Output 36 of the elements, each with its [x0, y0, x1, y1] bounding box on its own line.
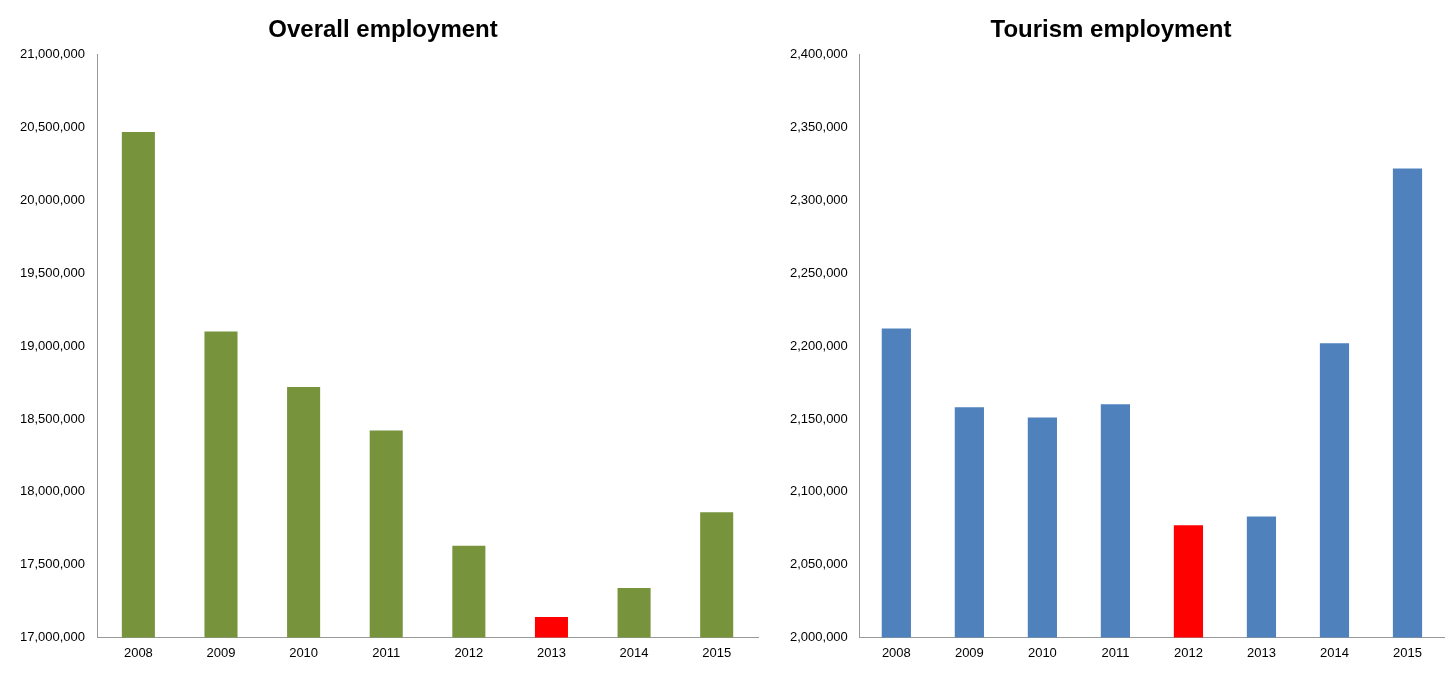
y-tick-label: 17,000,000: [19, 628, 86, 644]
chart-title: Tourism employment: [990, 15, 1232, 43]
y-tick-label: 18,000,000: [19, 483, 86, 499]
x-tick-label: 2015: [702, 644, 732, 660]
x-tick-label: 2013: [1246, 644, 1276, 660]
x-tick-label: 2008: [123, 644, 153, 660]
y-tick-label: 2,150,000: [789, 410, 848, 426]
x-tick-label: 2010: [289, 644, 319, 660]
y-tick-label: 20,500,000: [19, 119, 86, 135]
y-tick-label: 21,000,000: [19, 46, 86, 62]
y-tick-label: 2,200,000: [789, 337, 848, 353]
x-tick-label: 2011: [372, 644, 401, 660]
x-tick-label: 2013: [537, 644, 566, 660]
x-tick-label: 2011: [1101, 644, 1130, 660]
x-tick-label: 2014: [1320, 644, 1349, 660]
y-tick-label: 2,350,000: [789, 119, 848, 135]
y-tick-label: 2,100,000: [789, 483, 848, 499]
y-tick-label: 2,250,000: [789, 264, 848, 280]
y-tick-label: 2,000,000: [789, 628, 848, 644]
x-tick-label: 2012: [1173, 644, 1203, 660]
y-tick-label: 18,500,000: [19, 410, 86, 426]
x-tick-label: 2010: [1027, 644, 1057, 660]
x-tick-label: 2009: [954, 644, 984, 660]
x-tick-label: 2012: [454, 644, 484, 660]
y-tick-label: 19,000,000: [19, 337, 86, 353]
x-tick-label: 2014: [619, 644, 649, 660]
y-tick-label: 20,000,000: [19, 192, 86, 208]
y-tick-label: 2,050,000: [789, 556, 848, 572]
chart-title: Overall employment: [268, 15, 498, 43]
x-tick-label: 2008: [881, 644, 911, 660]
x-tick-label: 2015: [1393, 644, 1422, 660]
y-tick-label: 2,300,000: [789, 192, 848, 208]
x-tick-label: 2009: [206, 644, 236, 660]
y-tick-label: 2,400,000: [789, 46, 848, 62]
y-tick-label: 19,500,000: [19, 264, 86, 280]
y-tick-label: 17,500,000: [19, 556, 86, 572]
